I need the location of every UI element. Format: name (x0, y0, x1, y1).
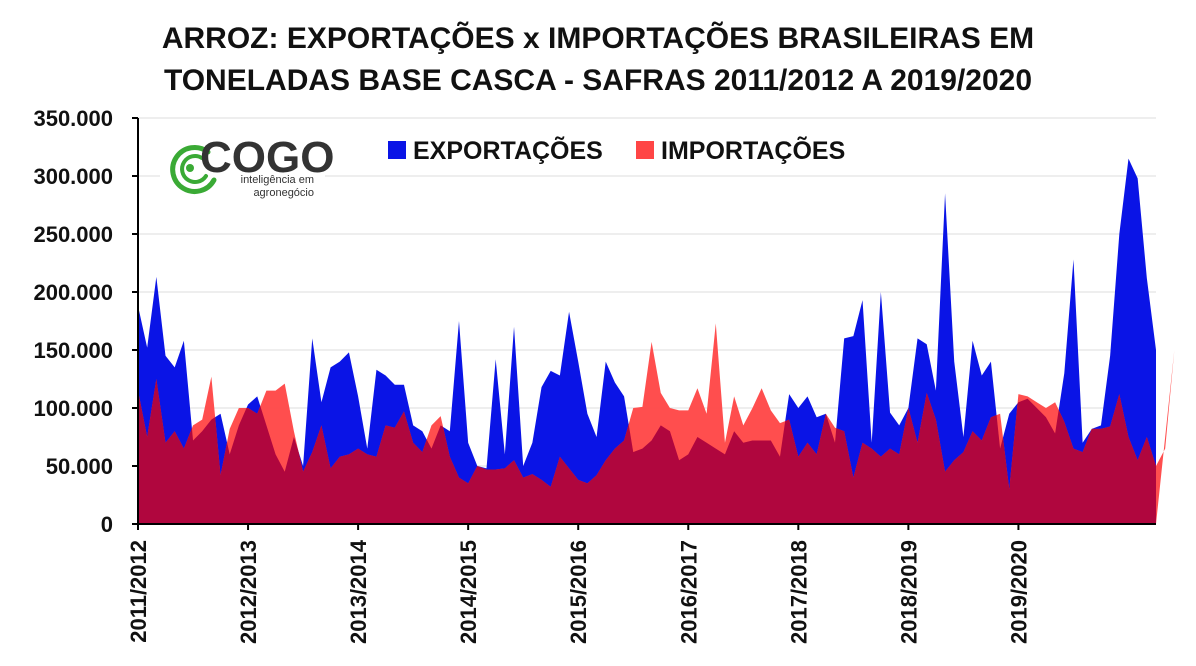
y-tick-label: 300.000 (33, 164, 113, 189)
chart-title: ARROZ: EXPORTAÇÕES x IMPORTAÇÕES BRASILE… (0, 18, 1196, 102)
legend: EXPORTAÇÕES IMPORTAÇÕES (365, 128, 875, 170)
y-tick-label: 100.000 (33, 396, 113, 421)
x-tick-label: 2018/2019 (896, 540, 921, 644)
logo-ring-icon (170, 145, 217, 194)
y-tick-label: 0 (101, 512, 113, 537)
logo-tagline-line-1: inteligência em (241, 174, 314, 186)
y-tick-label: 150.000 (33, 338, 113, 363)
legend-swatch-importacoes (636, 141, 654, 159)
y-axis-ticks: 0 50.000 100.000 150.000 200.000 250.000 300.0… (33, 106, 138, 537)
x-axis-ticks: 2011/2012 2012/2013 2013/2014 2014/2015 2015… (126, 524, 1031, 644)
x-tick-label: 2017/2018 (786, 540, 811, 644)
legend-background (365, 128, 875, 170)
legend-label-importacoes: IMPORTAÇÕES (661, 135, 845, 165)
x-tick-label: 2014/2015 (456, 540, 481, 644)
area-layer (138, 158, 1175, 524)
y-tick-label: 50.000 (46, 454, 113, 479)
logo-ring-inner (180, 154, 208, 184)
logo-ring-dot (186, 164, 194, 172)
y-tick-label: 200.000 (33, 280, 113, 305)
cogo-logo: COGO inteligência em agronegócio (160, 130, 334, 200)
x-tick-label: 2016/2017 (676, 540, 701, 644)
legend-swatch-exportacoes (388, 141, 406, 159)
logo-wordmark: COGO (200, 133, 334, 182)
x-tick-label: 2013/2014 (346, 539, 371, 644)
y-tick-label: 350.000 (33, 106, 113, 131)
x-tick-label: 2012/2013 (236, 540, 261, 644)
logo-ring-outer (170, 145, 217, 194)
chart-title-line-1: ARROZ: EXPORTAÇÕES x IMPORTAÇÕES BRASILE… (161, 22, 1035, 55)
axis-layer (137, 118, 1156, 525)
chart-title-line-2: TONELADAS BASE CASCA - SAFRAS 2011/2012 … (163, 64, 1033, 97)
x-tick-label: 2015/2016 (566, 540, 591, 644)
x-tick-label: 2011/2012 (126, 540, 151, 643)
legend-label-exportacoes: EXPORTAÇÕES (413, 135, 603, 165)
y-tick-label: 250.000 (33, 222, 113, 247)
x-tick-label: 2019/2020 (1006, 540, 1031, 644)
logo-tagline-line-2: agronegócio (253, 187, 314, 199)
